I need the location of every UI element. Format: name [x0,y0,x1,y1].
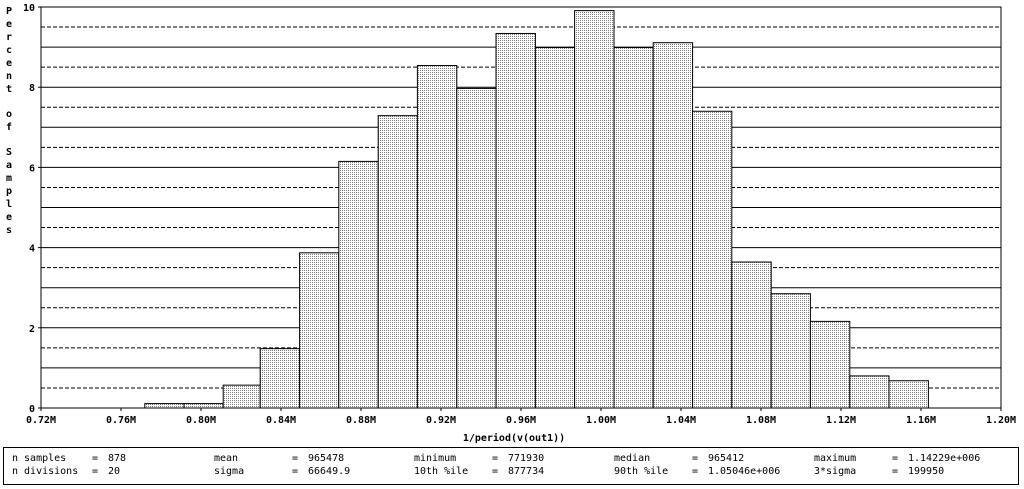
x-tick-label: 0.72M [26,415,56,426]
maximum-value: 1.14229e+006 [908,453,981,464]
x-axis-ticks: 0.72M 0.76M 0.80M 0.84M 0.88M 0.92M 0.96M 1.00M… [26,408,1016,426]
histogram-bar [574,10,615,409]
n-divisions-label: n divisions [12,466,79,477]
y-axis-label-char: c [6,45,12,56]
y-axis-label-char: m [6,173,12,184]
histogram-bar [731,261,772,409]
y-axis-label-char: t [6,84,12,95]
histogram-bar [456,87,497,409]
n-samples-label: n samples [12,453,67,464]
statistics-panel: n samples = 878 n divisions = 20 mean = … [3,447,1019,485]
y-axis-label-char: s [6,225,12,236]
y-tick-label: 2 [29,324,35,335]
y-axis-label-char: p [6,186,12,197]
maximum-eq: = [892,453,899,464]
histogram-bar [809,320,851,409]
n-divisions-value: 20 [108,466,121,477]
y-axis-label-char: f [6,122,12,133]
three-sigma-label: 3*sigma [814,466,857,477]
y-axis-label-char: n [6,71,12,82]
y-axis-label-char: o [6,109,12,120]
ninetieth-percentile-value: 1.05046e+006 [708,466,781,477]
histogram-bar [259,348,301,409]
x-tick-label: 0.92M [426,415,456,426]
three-sigma-value: 199950 [908,466,945,477]
y-axis-label-char: a [6,160,12,171]
histogram-bar [692,110,733,409]
median-label: median [614,453,651,464]
three-sigma-eq: = [892,466,899,477]
histogram-bar [849,375,890,409]
sigma-label: sigma [214,466,245,477]
y-axis-label-char: e [6,19,12,30]
y-tick-label: 10 [23,3,35,14]
minimum-eq: = [492,453,499,464]
median-eq: = [692,453,699,464]
y-tick-label: 8 [29,83,35,94]
tenth-percentile-label: 10th %ile [414,466,469,477]
maximum-label: maximum [814,453,857,464]
x-tick-label: 1.04M [666,415,696,426]
histogram-bar [338,160,379,409]
histogram-bar [888,380,929,409]
y-axis-label-char: P [6,6,12,17]
x-tick-label: 0.88M [346,415,376,426]
y-axis-label-char: e [6,58,12,69]
x-tick-label: 0.84M [266,415,296,426]
histogram-bar [416,65,458,409]
tenth-percentile-value: 877734 [508,466,545,477]
x-tick-label: 0.96M [506,415,536,426]
x-tick-label: 1.08M [746,415,776,426]
x-tick-label: 0.76M [106,415,136,426]
y-axis-label-char: l [6,199,12,210]
n-samples-value: 878 [108,453,127,464]
x-axis-label: 1/period(v(out1)) [463,432,565,444]
x-tick-label: 0.80M [186,415,216,426]
y-axis-label-char: S [6,147,12,158]
median-value: 965412 [708,453,745,464]
x-tick-label: 1.16M [906,415,936,426]
sigma-value: 66649.9 [308,466,351,477]
histogram-bar [770,293,811,409]
x-tick-label: 1.00M [586,415,616,426]
y-tick-label: 4 [29,244,35,255]
histogram-bar [299,252,340,409]
mean-value: 965478 [308,453,345,464]
mean-label: mean [214,453,239,464]
ninetieth-percentile-eq: = [692,466,699,477]
y-axis-label-char: r [6,32,12,43]
n-samples-eq: = [92,453,99,464]
minimum-label: minimum [414,453,457,464]
sigma-eq: = [292,466,299,477]
y-tick-label: 0 [29,404,35,415]
histogram-bar [652,42,694,409]
ninetieth-percentile-label: 90th %ile [614,466,669,477]
x-tick-label: 1.12M [826,415,856,426]
histogram-bar [613,47,654,409]
histogram-bar [495,32,536,409]
y-axis-label-char: e [6,212,12,223]
histogram-bar [534,47,576,409]
y-axis-ticks: 0 2 4 6 8 10 [23,3,41,415]
mean-eq: = [292,453,299,464]
histogram-bar [222,384,261,409]
y-tick-label: 6 [29,163,35,174]
minimum-value: 771930 [508,453,545,464]
x-tick-label: 1.20M [986,415,1016,426]
histogram-bars [144,10,929,409]
n-divisions-eq: = [92,466,99,477]
tenth-percentile-eq: = [492,466,499,477]
histogram-bar [377,115,418,409]
